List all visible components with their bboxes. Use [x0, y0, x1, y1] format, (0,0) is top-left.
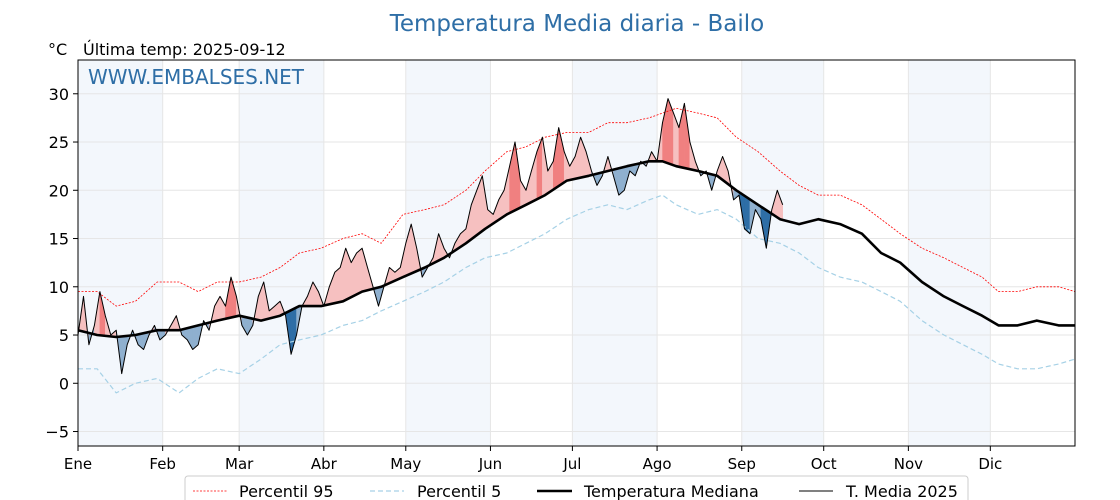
above-median-fill	[334, 266, 341, 304]
month-band-sep	[741, 60, 824, 446]
above-median-fill	[563, 151, 570, 183]
above-median-fill	[536, 137, 543, 200]
below-median-fill	[187, 326, 193, 351]
month-band-jul	[572, 60, 658, 446]
series-line-median	[77, 160, 1075, 339]
above-median-fill	[361, 248, 368, 292]
series-line-p95	[78, 107, 1076, 307]
y-tick-label: 25	[49, 133, 69, 152]
watermark: WWW.EMBALSES.NET	[88, 65, 305, 89]
above-median-fill	[667, 98, 674, 166]
above-median-fill	[230, 277, 237, 318]
above-median-fill	[503, 166, 510, 217]
x-tick-label-mar: Mar	[225, 455, 254, 473]
y-tick-label: 30	[49, 85, 69, 104]
above-median-fill	[350, 252, 357, 298]
month-band-ene	[78, 60, 163, 446]
x-tick-label-sep: Sep	[728, 455, 756, 473]
series-line-t2025	[77, 98, 784, 375]
above-median-fill	[558, 127, 565, 187]
month-band-may	[405, 60, 491, 446]
y-axis-unit: °C	[48, 40, 67, 59]
series-lines	[77, 98, 1076, 394]
chart-title: Temperatura Media diaria - Bailo	[389, 11, 765, 37]
x-tick-label-ago: Ago	[643, 455, 672, 473]
above-median-fill	[531, 151, 538, 203]
x-tick-label-jun: Jun	[478, 455, 502, 473]
x-tick-label-ene: Ene	[64, 455, 92, 473]
legend-label-t2025: T. Media 2025	[845, 482, 958, 500]
y-tick-label: 10	[49, 278, 69, 297]
plot-frame	[77, 59, 1076, 447]
y-tick-label: 0	[59, 374, 69, 393]
month-bands	[78, 60, 991, 446]
last-temp-label: Última temp: 2025-09-12	[83, 40, 286, 59]
legend-label-p5: Percentil 5	[417, 482, 501, 500]
legend-label-median: Temperatura Mediana	[583, 482, 759, 500]
above-median-fill	[214, 295, 221, 322]
above-median-fill	[329, 272, 336, 305]
y-axis: −5 0 5 10 15 20 25 30	[45, 85, 78, 442]
x-tick-label-dic: Dic	[978, 455, 1002, 473]
x-axis: Ene Feb Mar Abr May Jun Jul Ago Sep Oct Nov Dic	[64, 446, 1002, 473]
month-band-nov	[908, 60, 991, 446]
legend-frame	[184, 475, 969, 500]
month-band-mar	[239, 60, 324, 446]
legend: Percentil 95 Percentil 5 Temperatura Med…	[184, 475, 969, 500]
x-tick-label-abr: Abr	[311, 455, 338, 473]
y-tick-label: 20	[49, 181, 69, 200]
below-median-fill	[744, 195, 751, 235]
x-tick-label-oct: Oct	[811, 455, 837, 473]
series-line-p5	[78, 194, 1076, 394]
y-tick-label: 15	[49, 230, 69, 249]
x-tick-label-nov: Nov	[894, 455, 923, 473]
above-median-fill	[356, 247, 363, 295]
x-tick-label-jul: Jul	[562, 455, 581, 473]
y-tick-label: 5	[59, 326, 69, 345]
above-median-fill	[219, 295, 226, 321]
x-tick-label-feb: Feb	[149, 455, 176, 473]
y-tick-label: −5	[45, 423, 69, 442]
legend-label-p95: Percentil 95	[239, 482, 334, 500]
above-median-fill	[678, 103, 685, 169]
x-tick-label-may: May	[390, 455, 421, 473]
